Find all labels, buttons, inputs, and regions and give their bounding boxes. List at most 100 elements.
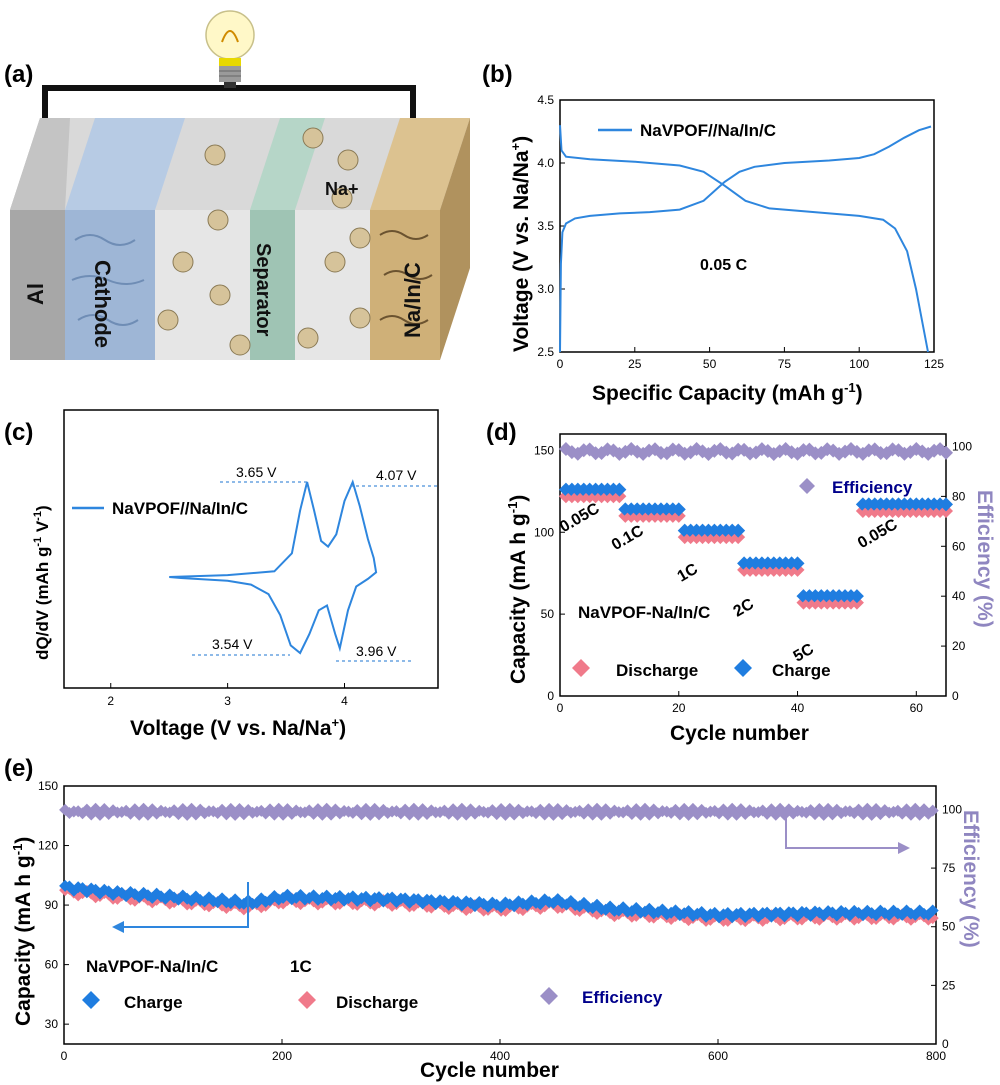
panel-d-y-tick-label: 50	[541, 607, 555, 621]
panel-b-label: (b)	[482, 61, 513, 88]
separator-layer	[250, 210, 295, 360]
panel-c-x-tick-label: 3	[224, 694, 231, 708]
panel-d-y-tick-label: 150	[534, 443, 554, 457]
al-current-collector	[10, 210, 65, 360]
panel-c-legend-text: NaVPOF//Na/In/C	[112, 499, 248, 518]
panel-d-rate-label: 2C	[731, 595, 758, 620]
panel-d-legend-efficiency: Efficiency	[832, 478, 913, 497]
panel-e-legend-discharge: Discharge	[336, 993, 418, 1012]
panel-d-plot-frame	[559, 433, 947, 697]
panel-d-x-tick-label: 40	[791, 701, 805, 715]
panel-e-y2-axis-title: Efficiency (%)	[959, 810, 982, 948]
panel-e-y-axis-title: Capacity (mA h g-1)	[10, 837, 35, 1026]
panel-d-charge-point	[790, 556, 805, 571]
panel-e-charge-point	[120, 890, 133, 903]
panel-d-x-tick-label: 0	[557, 701, 564, 715]
panel-e-arrows	[112, 818, 910, 933]
panel-d-charge-point	[849, 589, 864, 604]
panel-d-charge-point	[939, 497, 953, 512]
panel-e-chart: (e) 0 200 400 600 8003060901201500255075100 …	[4, 755, 982, 1082]
panel-e-y2-tick-label: 0	[942, 1037, 949, 1051]
panel-d-legend-charge: Charge	[772, 661, 831, 680]
panel-e-y-tick-label: 120	[38, 839, 58, 853]
panel-c-x-tick-label: 2	[107, 694, 114, 708]
panel-d-charge-point	[731, 523, 746, 538]
panel-c-chart: (c) 2 3 4 NaVPOF//Na/In/C 3.65 V 4.07 V 3.…	[4, 409, 440, 740]
panel-d-rate-label: 0.1C	[609, 522, 647, 554]
panel-e-x-tick-label: 600	[708, 1049, 728, 1063]
panel-c-plot-frame	[63, 409, 439, 689]
panel-e-y-tick-label: 150	[38, 779, 58, 793]
panel-b-x-tick-label: 50	[703, 357, 717, 371]
peak-red2-label: 3.96 V	[356, 643, 397, 659]
panel-c-cv-curve-0	[169, 479, 378, 655]
panel-b-x-axis-title: Specific Capacity (mAh g-1)	[592, 380, 863, 405]
na-ion-label: Na+	[325, 179, 359, 199]
panel-b-legend-text: NaVPOF//Na/In/C	[640, 121, 776, 140]
panel-e-legend-efficiency: Efficiency	[582, 988, 663, 1007]
panel-b-x-tick-label: 0	[557, 357, 564, 371]
panel-e-x-tick-label: 200	[272, 1049, 292, 1063]
panel-c-x-axis-title: Voltage (V vs. Na/Na+)	[130, 715, 346, 740]
panel-d-y2-tick-label: 40	[952, 589, 966, 603]
panel-d-y-axis-title: Capacity (mA h g-1)	[505, 495, 530, 684]
panel-d-y-tick-label: 0	[547, 689, 554, 703]
panel-b-series-line-0	[559, 125, 932, 353]
panel-d-legend: Efficiency NaVPOF-Na/In/C Discharge Char…	[572, 478, 913, 680]
panel-d-x-tick-label: 60	[910, 701, 924, 715]
panel-d-x-tick-label: 20	[672, 701, 686, 715]
panel-b-y-tick-label: 3.5	[537, 219, 554, 233]
cathode-layer	[65, 210, 155, 360]
panel-e-y-tick-label: 60	[45, 958, 59, 972]
panel-d-y-tick-label: 100	[534, 525, 554, 539]
panel-d-x-axis-title: Cycle number	[670, 722, 809, 745]
panel-e-legend-charge: Charge	[124, 993, 183, 1012]
panel-d-charge-point	[612, 482, 627, 497]
panel-d-y2-tick-label: 100	[952, 439, 972, 453]
anode-label: Na/In/C	[400, 262, 425, 338]
panel-b-series-line-1	[559, 125, 929, 353]
panel-d-y2-tick-label: 60	[952, 539, 966, 553]
panel-d-sample-label: NaVPOF-Na/In/C	[578, 603, 710, 622]
panel-e-efficiency-point	[926, 804, 939, 817]
panel-e-rate-label: 1C	[290, 957, 312, 976]
panel-e-label: (e)	[4, 755, 33, 782]
panel-b-x-tick-label: 100	[849, 357, 869, 371]
panel-b-x-tick-label: 25	[628, 357, 642, 371]
panel-b-y-tick-label: 3.0	[537, 282, 554, 296]
peak-guides	[192, 481, 440, 662]
panel-d-rate-label: 0.05C	[557, 500, 603, 536]
panel-e-x-tick-label: 400	[490, 1049, 510, 1063]
separator-label: Separator	[252, 243, 274, 337]
panel-e-y2-tick-label: 75	[942, 861, 956, 875]
panel-e-x-tick-label: 0	[61, 1049, 68, 1063]
peak-ox1-label: 3.65 V	[236, 464, 277, 480]
panel-c-y-axis-title: dQ/dV (mAh g-1 V-1)	[32, 505, 52, 660]
panel-b-y-tick-label: 4.0	[537, 156, 554, 170]
panel-b-chart: (b) 0 25 50 75 100 125 2.5 3.0 3.5 4.0 4.5 NaVPOF/…	[482, 61, 944, 405]
panel-b-rate-annotation: 0.05 C	[700, 257, 748, 274]
panel-e-x-tick-label: 800	[926, 1049, 946, 1063]
panel-e-y-tick-label: 90	[45, 898, 59, 912]
panel-d-y2-tick-label: 0	[952, 689, 959, 703]
panel-e-sample-label: NaVPOF-Na/In/C	[86, 957, 218, 976]
panel-d-charge-point	[671, 502, 686, 517]
panel-d-rate-label: 0.05C	[855, 516, 901, 552]
panel-b-x-tick-label: 125	[924, 357, 944, 371]
panel-d-y2-axis-title: Efficiency (%)	[973, 490, 996, 628]
panel-e-y2-tick-label: 100	[942, 802, 962, 816]
light-bulb-icon	[205, 10, 255, 88]
panel-b-x-tick-label: 75	[778, 357, 792, 371]
panel-e-x-axis-title: Cycle number	[420, 1059, 559, 1082]
panel-e-y2-tick-label: 50	[942, 920, 956, 934]
panel-a-schematic: (a)	[4, 10, 470, 360]
panel-c-x-tick-label: 4	[341, 694, 348, 708]
panel-d-rate-label: 1C	[675, 560, 702, 585]
panel-c-label: (c)	[4, 419, 33, 446]
panel-e-efficiency-point	[120, 804, 133, 817]
panel-b-y-tick-label: 4.5	[537, 93, 554, 107]
panel-e-y2-tick-label: 25	[942, 978, 956, 992]
peak-ox2-label: 4.07 V	[376, 467, 417, 483]
